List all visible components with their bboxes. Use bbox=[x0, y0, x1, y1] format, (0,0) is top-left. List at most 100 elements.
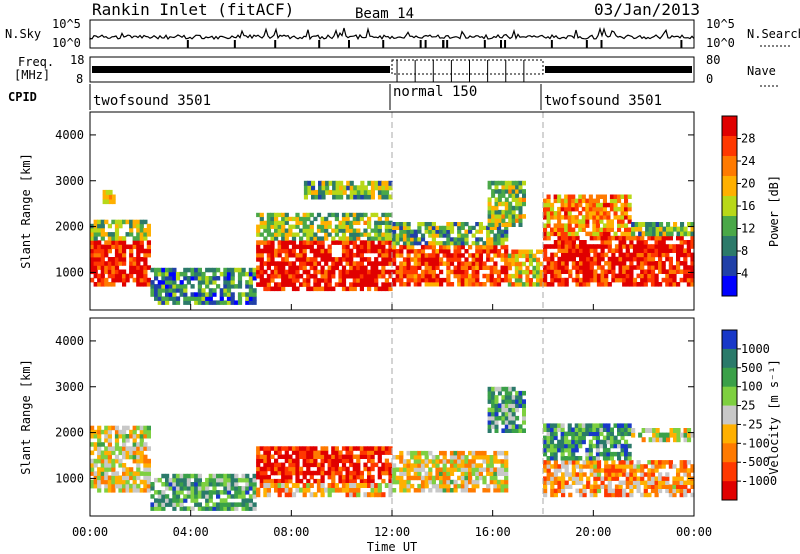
data-cell bbox=[302, 487, 307, 493]
data-cell bbox=[457, 450, 462, 456]
data-cell bbox=[493, 225, 498, 230]
data-cell bbox=[468, 475, 473, 481]
data-cell bbox=[575, 248, 580, 253]
data-cell bbox=[643, 464, 648, 469]
data-cell bbox=[431, 463, 436, 468]
data-cell bbox=[406, 282, 411, 287]
data-cell bbox=[571, 261, 576, 266]
data-cell bbox=[550, 273, 555, 279]
data-cell bbox=[132, 244, 137, 250]
data-cell bbox=[331, 446, 336, 451]
data-cell bbox=[622, 235, 627, 241]
data-cell bbox=[363, 194, 368, 200]
data-cell bbox=[654, 261, 659, 266]
data-cell bbox=[640, 240, 645, 245]
data-cell bbox=[586, 464, 591, 469]
data-cell bbox=[413, 455, 418, 460]
data-cell bbox=[299, 252, 304, 258]
data-cell bbox=[413, 229, 418, 234]
data-cell bbox=[359, 257, 364, 262]
data-cell bbox=[136, 219, 141, 225]
power-region-7 bbox=[392, 244, 509, 287]
data-cell bbox=[299, 466, 304, 472]
data-cell bbox=[599, 231, 604, 237]
data-cell bbox=[352, 261, 357, 266]
data-cell bbox=[592, 223, 597, 228]
data-cell bbox=[654, 480, 659, 485]
data-cell bbox=[234, 486, 239, 491]
data-cell bbox=[274, 478, 279, 484]
data-cell bbox=[658, 261, 663, 266]
data-cell bbox=[435, 467, 440, 472]
data-cell bbox=[557, 206, 562, 212]
data-cell bbox=[632, 248, 638, 253]
data-cell bbox=[190, 296, 195, 301]
data-cell bbox=[399, 282, 404, 287]
data-cell bbox=[356, 492, 361, 498]
data-cell bbox=[546, 223, 551, 228]
data-cell bbox=[607, 464, 612, 469]
data-cell bbox=[568, 273, 573, 279]
data-cell bbox=[453, 257, 458, 262]
data-cell bbox=[205, 280, 210, 285]
data-cell bbox=[384, 446, 389, 451]
data-cell bbox=[599, 427, 604, 432]
data-cell bbox=[114, 244, 120, 250]
data-cell bbox=[263, 224, 268, 229]
data-cell bbox=[475, 253, 480, 258]
data-cell bbox=[609, 451, 614, 457]
data-cell bbox=[487, 399, 492, 404]
data-cell bbox=[546, 427, 551, 432]
data-cell bbox=[564, 472, 569, 477]
data-cell bbox=[219, 477, 224, 483]
data-cell bbox=[578, 219, 583, 224]
data-cell bbox=[417, 273, 422, 279]
data-cell bbox=[356, 462, 361, 468]
data-cell bbox=[528, 257, 533, 263]
data-cell bbox=[521, 269, 526, 275]
data-cell bbox=[295, 252, 300, 258]
data-cell bbox=[449, 241, 455, 246]
data-cell bbox=[291, 458, 297, 464]
data-cell bbox=[105, 199, 110, 205]
data-cell bbox=[208, 498, 213, 503]
data-cell bbox=[446, 237, 451, 242]
data-cell bbox=[609, 227, 614, 232]
data-cell bbox=[486, 455, 491, 460]
velocity-data-cells bbox=[90, 318, 695, 516]
data-cell bbox=[274, 252, 279, 258]
data-cell bbox=[620, 443, 625, 449]
data-cell bbox=[277, 244, 282, 250]
data-cell bbox=[543, 231, 548, 237]
data-cell bbox=[625, 273, 630, 279]
data-cell bbox=[349, 470, 354, 476]
data-cell bbox=[100, 479, 105, 485]
data-cell bbox=[560, 206, 565, 212]
data-cell bbox=[118, 475, 123, 481]
data-cell bbox=[263, 478, 268, 484]
data-cell bbox=[507, 265, 512, 271]
data-cell bbox=[93, 236, 98, 241]
data-cell bbox=[146, 463, 151, 468]
data-cell bbox=[420, 483, 426, 489]
data-cell bbox=[205, 498, 210, 503]
data-cell bbox=[154, 502, 159, 507]
data-cell bbox=[690, 252, 695, 258]
data-cell bbox=[500, 277, 505, 283]
data-cell bbox=[219, 482, 224, 487]
data-cell bbox=[564, 431, 569, 437]
data-cell bbox=[132, 458, 137, 464]
data-cell bbox=[302, 470, 307, 476]
data-cell bbox=[352, 212, 357, 218]
data-cell bbox=[136, 265, 141, 270]
data-cell bbox=[504, 455, 509, 460]
data-cell bbox=[611, 492, 616, 498]
data-cell bbox=[585, 427, 590, 432]
data-cell bbox=[324, 282, 329, 287]
data-cell bbox=[624, 423, 629, 428]
data-cell bbox=[107, 236, 112, 241]
data-cell bbox=[457, 233, 462, 238]
data-cell bbox=[491, 399, 496, 404]
data-cell bbox=[613, 451, 618, 457]
data-cell bbox=[522, 403, 526, 408]
